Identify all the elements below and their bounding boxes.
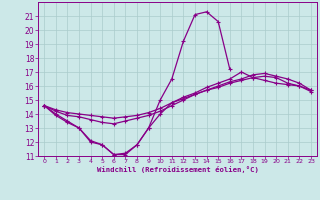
- X-axis label: Windchill (Refroidissement éolien,°C): Windchill (Refroidissement éolien,°C): [97, 166, 259, 173]
